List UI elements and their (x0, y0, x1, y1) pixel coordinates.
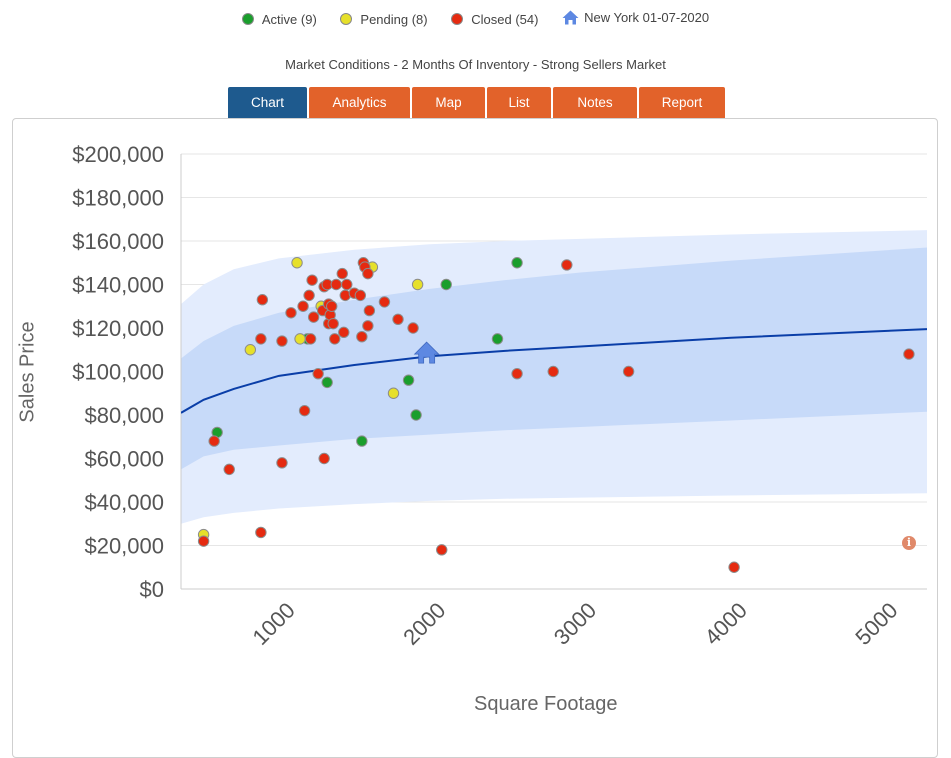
pending-listing-point (387, 387, 400, 399)
y-tick-label: $140,000 (72, 273, 164, 298)
closed-listing-point (330, 278, 342, 291)
closed-listing-point (285, 307, 297, 319)
active-listing-point (491, 333, 504, 345)
closed-listing-point (303, 289, 315, 302)
active-listing-point (440, 278, 452, 291)
closed-listing-point (276, 335, 288, 347)
closed-listing-point (197, 535, 210, 547)
house-icon (562, 10, 579, 25)
y-tick-label: $0 (140, 577, 164, 602)
confidence-band-inner (181, 247, 927, 470)
y-axis-title: Sales Price (16, 321, 39, 423)
pending-listing-point (244, 344, 257, 356)
y-tick-label: $120,000 (72, 316, 164, 341)
closed-listing-point (329, 333, 341, 345)
legend-label-active: Active (9) (261, 11, 317, 27)
pending-listing-point (294, 333, 306, 345)
pending-dot-icon (340, 13, 353, 25)
legend-item-closed[interactable]: Closed (54) (451, 12, 538, 27)
x-tick-label: 2000 (398, 598, 450, 650)
legend-item-active[interactable]: Active (9) (241, 11, 317, 27)
subject-house-icon[interactable] (413, 341, 440, 364)
y-tick-label: $40,000 (84, 490, 164, 515)
y-tick-label: $180,000 (72, 186, 164, 211)
x-axis-title: Square Footage (474, 693, 618, 715)
closed-listing-point (561, 259, 573, 271)
x-tick-label: 1000 (248, 598, 300, 650)
closed-listing-point (392, 313, 404, 325)
tab-report[interactable]: Report (639, 87, 725, 118)
tab-map[interactable]: Map (412, 87, 485, 118)
closed-listing-point (336, 267, 348, 280)
y-tick-label: $20,000 (84, 534, 164, 559)
closed-listing-point (208, 435, 220, 447)
active-listing-point (410, 409, 422, 421)
closed-listing-point (362, 320, 374, 332)
closed-listing-point (354, 289, 367, 302)
x-tick-label: 5000 (850, 598, 902, 650)
closed-listing-point (256, 294, 269, 306)
active-listing-point (321, 376, 333, 389)
legend-label-pending: Pending (8) (360, 11, 428, 27)
closed-listing-point (223, 463, 235, 476)
closed-listing-point (312, 367, 324, 380)
closed-dot-icon (451, 13, 464, 25)
closed-listing-point (622, 365, 635, 378)
y-tick-label: $200,000 (72, 142, 164, 167)
tab-list[interactable]: List (487, 87, 551, 118)
closed-listing-point (547, 365, 559, 378)
closed-listing-point (728, 561, 740, 573)
active-dot-icon (241, 13, 254, 25)
tab-notes[interactable]: Notes (553, 87, 637, 118)
closed-listing-point (276, 457, 288, 469)
closed-listing-point (903, 348, 915, 360)
closed-listing-point (306, 274, 318, 286)
tab-analytics[interactable]: Analytics (309, 87, 410, 118)
closed-listing-point (318, 452, 330, 465)
trend-line (181, 328, 927, 414)
active-listing-point (511, 257, 523, 269)
closed-listing-point (356, 331, 368, 343)
closed-listing-point (255, 333, 267, 345)
y-tick-label: $100,000 (72, 360, 164, 385)
closed-listing-point (378, 296, 391, 308)
info-icon[interactable]: i (902, 536, 916, 550)
legend-item-pending[interactable]: Pending (8) (340, 11, 428, 27)
closed-listing-point (297, 300, 309, 312)
closed-listing-point (327, 317, 339, 330)
pending-listing-point (411, 278, 424, 291)
chart-legend: Active (9) Pending (8) Closed (54) New Y… (0, 10, 951, 28)
pending-listing-point (291, 257, 303, 269)
y-tick-label: $160,000 (72, 229, 164, 254)
closed-listing-point (298, 404, 311, 417)
closed-listing-point (362, 267, 374, 280)
legend-label-closed: Closed (54) (471, 11, 539, 27)
closed-listing-point (341, 278, 353, 291)
y-tick-label: $80,000 (84, 403, 164, 428)
tab-chart[interactable]: Chart (228, 87, 307, 118)
x-tick-label: 4000 (700, 598, 752, 650)
legend-label-subject: New York 01-07-2020 (584, 10, 710, 25)
view-tabs: Chart Analytics Map List Notes Report (228, 87, 727, 118)
active-listing-point (402, 374, 415, 386)
x-tick-label: 3000 (549, 598, 601, 650)
closed-listing-point (307, 311, 320, 323)
market-conditions-subtitle: Market Conditions - 2 Months Of Inventor… (285, 57, 666, 72)
closed-listing-point (304, 333, 317, 345)
closed-listing-point (363, 304, 376, 317)
closed-listing-point (436, 544, 448, 556)
closed-listing-point (326, 300, 338, 312)
closed-listing-point (255, 526, 267, 539)
legend-item-subject[interactable]: New York 01-07-2020 (562, 10, 709, 25)
y-tick-label: $60,000 (84, 447, 164, 472)
closed-listing-point (338, 326, 350, 339)
closed-listing-point (407, 322, 419, 334)
closed-listing-point (511, 367, 523, 380)
active-listing-point (356, 435, 368, 447)
